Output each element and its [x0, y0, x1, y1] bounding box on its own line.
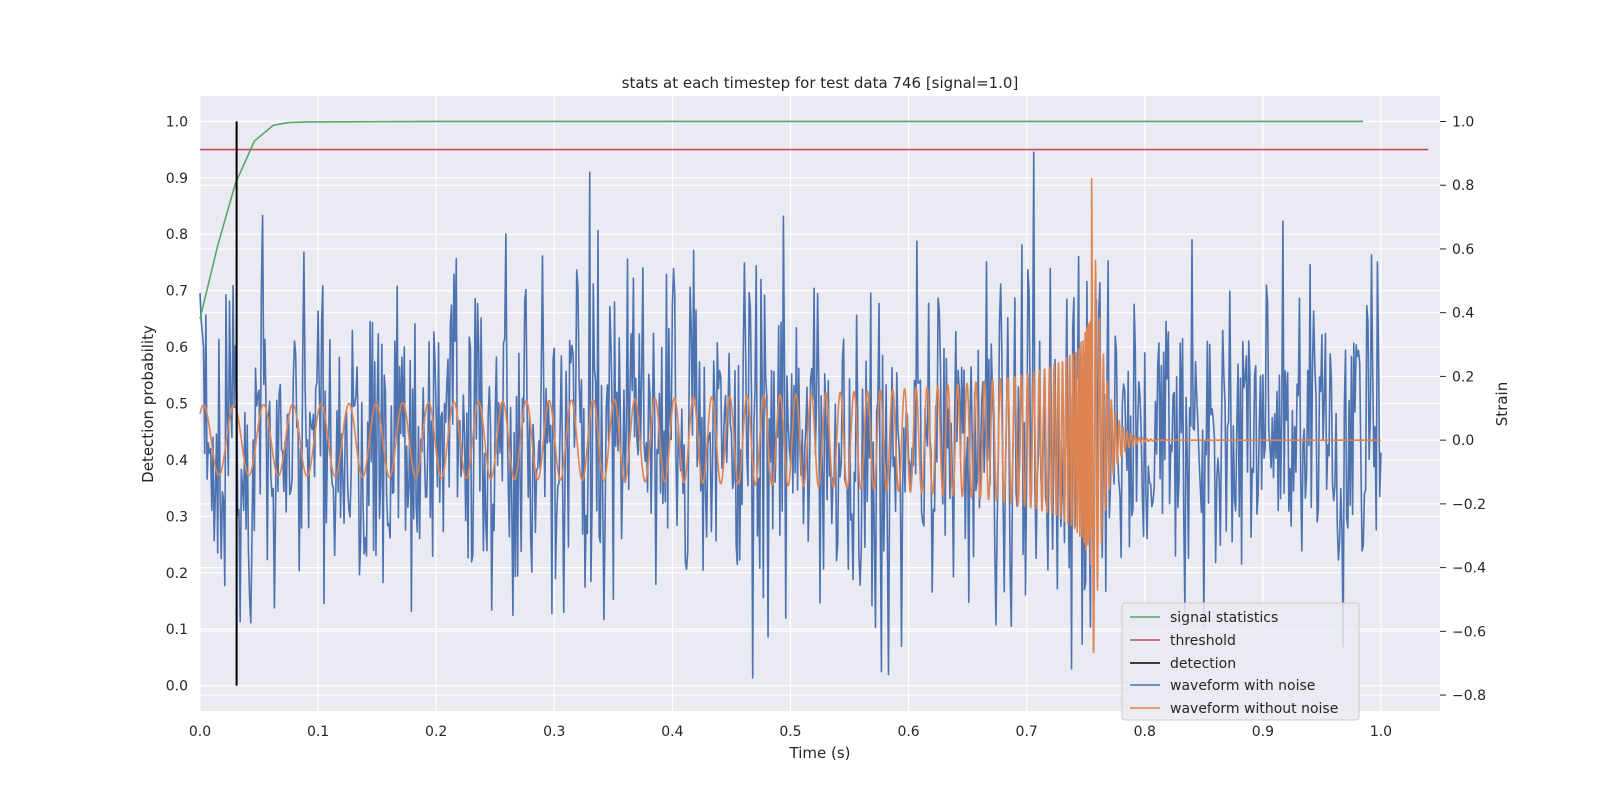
- y-right-tick-label: 0.0: [1452, 433, 1474, 449]
- legend-label-waveform-with-noise: waveform with noise: [1170, 678, 1315, 694]
- x-tick-label: 0.0: [189, 724, 211, 740]
- x-tick-label: 0.7: [1016, 724, 1038, 740]
- x-tick-label: 1.0: [1370, 724, 1392, 740]
- x-tick-label: 0.4: [661, 724, 683, 740]
- legend: signal statistics threshold detection wa…: [1121, 602, 1360, 721]
- x-tick-label: 0.3: [543, 724, 565, 740]
- y-left-tick-label: 0.6: [166, 340, 188, 356]
- x-tick-label: 0.1: [307, 724, 329, 740]
- y-left-tick-label: 0.8: [166, 227, 188, 243]
- x-axis-label: Time (s): [789, 744, 851, 762]
- series-layer: [199, 120, 1429, 686]
- y-right-tick-label: −0.8: [1452, 688, 1486, 704]
- y-left-tick-label: 0.1: [166, 622, 188, 638]
- y-left-tick-label: 0.4: [166, 453, 188, 469]
- legend-label-detection: detection: [1170, 656, 1236, 672]
- y-left-axis-label: Detection probability: [139, 325, 157, 483]
- y-left-tick-label: 0.9: [166, 171, 188, 187]
- signal-statistics-line: [199, 120, 1364, 320]
- y-right-tick-label: −0.2: [1452, 497, 1486, 513]
- y-left-tick-label: 0.3: [166, 509, 188, 525]
- x-tick-label: 0.9: [1252, 724, 1274, 740]
- y-left-tick-label: 0.7: [166, 284, 188, 300]
- chart-title: stats at each timestep for test data 746…: [622, 74, 1019, 92]
- y-right-tick-label: 1.0: [1452, 114, 1474, 130]
- y-left-tick-label: 0.2: [166, 566, 188, 582]
- legend-box: [1121, 602, 1360, 721]
- legend-label-signal-statistics: signal statistics: [1170, 610, 1278, 626]
- y-right-tick-label: 0.2: [1452, 369, 1474, 385]
- legend-label-waveform-without-noise: waveform without noise: [1170, 701, 1338, 717]
- x-tick-label: 0.6: [897, 724, 919, 740]
- y-right-tick-label: 0.6: [1452, 242, 1474, 258]
- x-tick-label: 0.8: [1134, 724, 1156, 740]
- waveform-without-noise-line: [199, 178, 1382, 654]
- y-right-tick-labels: −0.8 −0.6 −0.4 −0.2 0.0 0.2 0.4 0.6 0.8 1.0: [1440, 114, 1486, 704]
- x-tick-label: 0.2: [425, 724, 447, 740]
- x-tick-labels: 0.0 0.1 0.2 0.3 0.4 0.5 0.6 0.7 0.8 0.9 1.0: [189, 724, 1392, 740]
- y-left-tick-label: 0.5: [166, 397, 188, 413]
- x-tick-label: 0.5: [779, 724, 801, 740]
- y-left-tick-label: 1.0: [166, 114, 188, 130]
- y-left-tick-labels: 0.0 0.1 0.2 0.3 0.4 0.5 0.6 0.7 0.8 0.9 1.0: [166, 114, 188, 694]
- y-left-tick-label: 0.0: [166, 679, 188, 695]
- y-right-tick-label: 0.4: [1452, 306, 1474, 322]
- legend-label-threshold: threshold: [1170, 633, 1236, 649]
- y-right-tick-label: −0.4: [1452, 561, 1486, 577]
- y-right-tick-label: 0.8: [1452, 178, 1474, 194]
- y-right-axis-label: Strain: [1493, 382, 1511, 426]
- y-right-tick-label: −0.6: [1452, 624, 1486, 640]
